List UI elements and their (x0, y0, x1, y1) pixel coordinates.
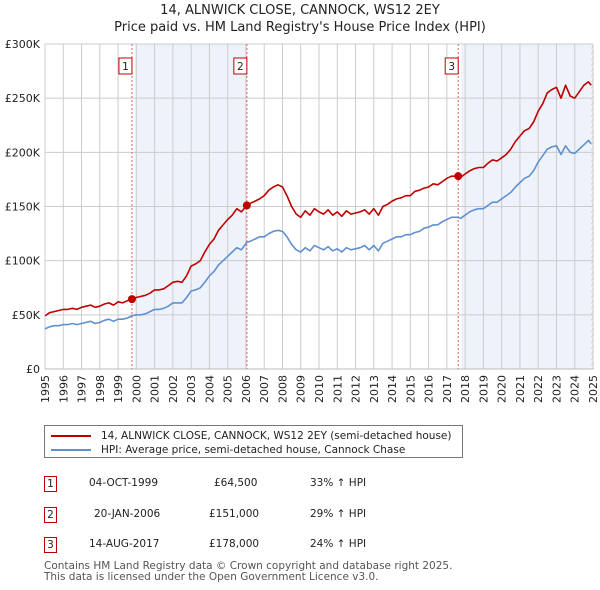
sale-date: 14-AUG-2017 (89, 538, 160, 550)
sale-date: 04-OCT-1999 (89, 477, 158, 489)
y-tick-label: £50K (12, 309, 41, 322)
x-tick-label: 2019 (477, 375, 490, 403)
y-tick-label: £0 (26, 363, 40, 376)
sale-number-badge: 2 (44, 507, 57, 523)
sale-label-box (118, 57, 133, 75)
x-tick-label: 2002 (167, 375, 180, 403)
x-tick-label: 2012 (350, 375, 363, 403)
property-price-line (44, 81, 592, 317)
sale-label-number: 3 (448, 61, 455, 73)
sale-point (454, 172, 463, 181)
sale-number-badge: 3 (44, 537, 57, 553)
x-tick-label: 2015 (404, 375, 417, 403)
sale-price: £151,000 (209, 508, 260, 520)
chart-title: 14, ALNWICK CLOSE, CANNOCK, WS12 2EY (160, 3, 440, 18)
footer-attribution: Contains HM Land Registry data © Crown c… (44, 561, 452, 583)
sale-label-number: 2 (237, 61, 244, 73)
legend-item-hpi: HPI: Average price, semi-detached house,… (51, 443, 405, 457)
x-tick-label: 2014 (386, 375, 399, 403)
sale-date: 20-JAN-2006 (94, 508, 161, 520)
x-tick-label: 1997 (76, 375, 89, 403)
sale-hpi-diff: 24% ↑ HPI (310, 538, 367, 550)
x-tick-label: 2001 (149, 375, 162, 403)
legend-swatch-property (51, 435, 91, 437)
x-tick-label: 2008 (276, 375, 289, 403)
x-tick-label: 2007 (258, 375, 271, 403)
sale-label-box (233, 57, 248, 75)
x-tick-label: 2011 (331, 375, 344, 403)
sale-price: £64,500 (214, 477, 258, 489)
y-tick-label: £100K (5, 255, 41, 268)
y-tick-label: £150K (5, 201, 41, 214)
x-tick-label: 2006 (240, 375, 253, 403)
x-tick-label: 1999 (112, 375, 125, 403)
sale-hpi-diff: 29% ↑ HPI (310, 508, 367, 520)
legend-label-property: 14, ALNWICK CLOSE, CANNOCK, WS12 2EY (se… (101, 430, 452, 442)
y-tick-label: £250K (5, 92, 41, 105)
x-tick-label: 1998 (94, 375, 107, 403)
legend-item-property: 14, ALNWICK CLOSE, CANNOCK, WS12 2EY (se… (51, 429, 451, 443)
x-tick-label: 1995 (39, 375, 52, 403)
x-tick-label: 2009 (295, 375, 308, 403)
x-tick-label: 2018 (459, 375, 472, 403)
sale-price: £178,000 (209, 538, 260, 550)
legend-swatch-hpi (51, 449, 91, 451)
x-tick-label: 2025 (587, 375, 600, 403)
x-tick-label: 2016 (423, 375, 436, 403)
price-chart: 1 2 3 1995 1996 1997 1998 1999 2000 2001 2002 2003… (5, 38, 600, 403)
footer-licence: This data is licensed under the Open Gov… (44, 571, 379, 583)
x-tick-label: 2021 (514, 375, 527, 403)
sale-label-box (444, 57, 459, 75)
x-tick-label: 2003 (185, 375, 198, 403)
x-tick-label: 2024 (569, 375, 582, 403)
chart-subtitle: Price paid vs. HM Land Registry's House … (114, 20, 486, 35)
x-tick-label: 2017 (441, 375, 454, 403)
x-tick-label: 2022 (532, 375, 545, 403)
sale-number-badge: 1 (44, 476, 57, 492)
sale-point (242, 201, 251, 210)
chart-legend: 14, ALNWICK CLOSE, CANNOCK, WS12 2EY (se… (44, 425, 463, 458)
legend-label-hpi: HPI: Average price, semi-detached house,… (101, 444, 406, 456)
x-tick-label: 2020 (496, 375, 509, 403)
y-tick-label: £200K (5, 146, 41, 159)
footer-copyright: Contains HM Land Registry data © Crown c… (44, 560, 453, 572)
sale-label-number: 1 (122, 61, 129, 73)
x-tick-label: 1996 (57, 375, 70, 403)
x-tick-label: 2023 (550, 375, 563, 403)
y-tick-label: £300K (5, 38, 41, 51)
x-tick-label: 2004 (203, 375, 216, 403)
x-tick-label: 2000 (130, 375, 143, 403)
x-tick-label: 2013 (368, 375, 381, 403)
sale-point (127, 295, 136, 304)
x-tick-label: 2005 (222, 375, 235, 403)
sale-hpi-diff: 33% ↑ HPI (310, 477, 367, 489)
hpi-line (44, 139, 592, 330)
x-tick-label: 2010 (313, 375, 326, 403)
